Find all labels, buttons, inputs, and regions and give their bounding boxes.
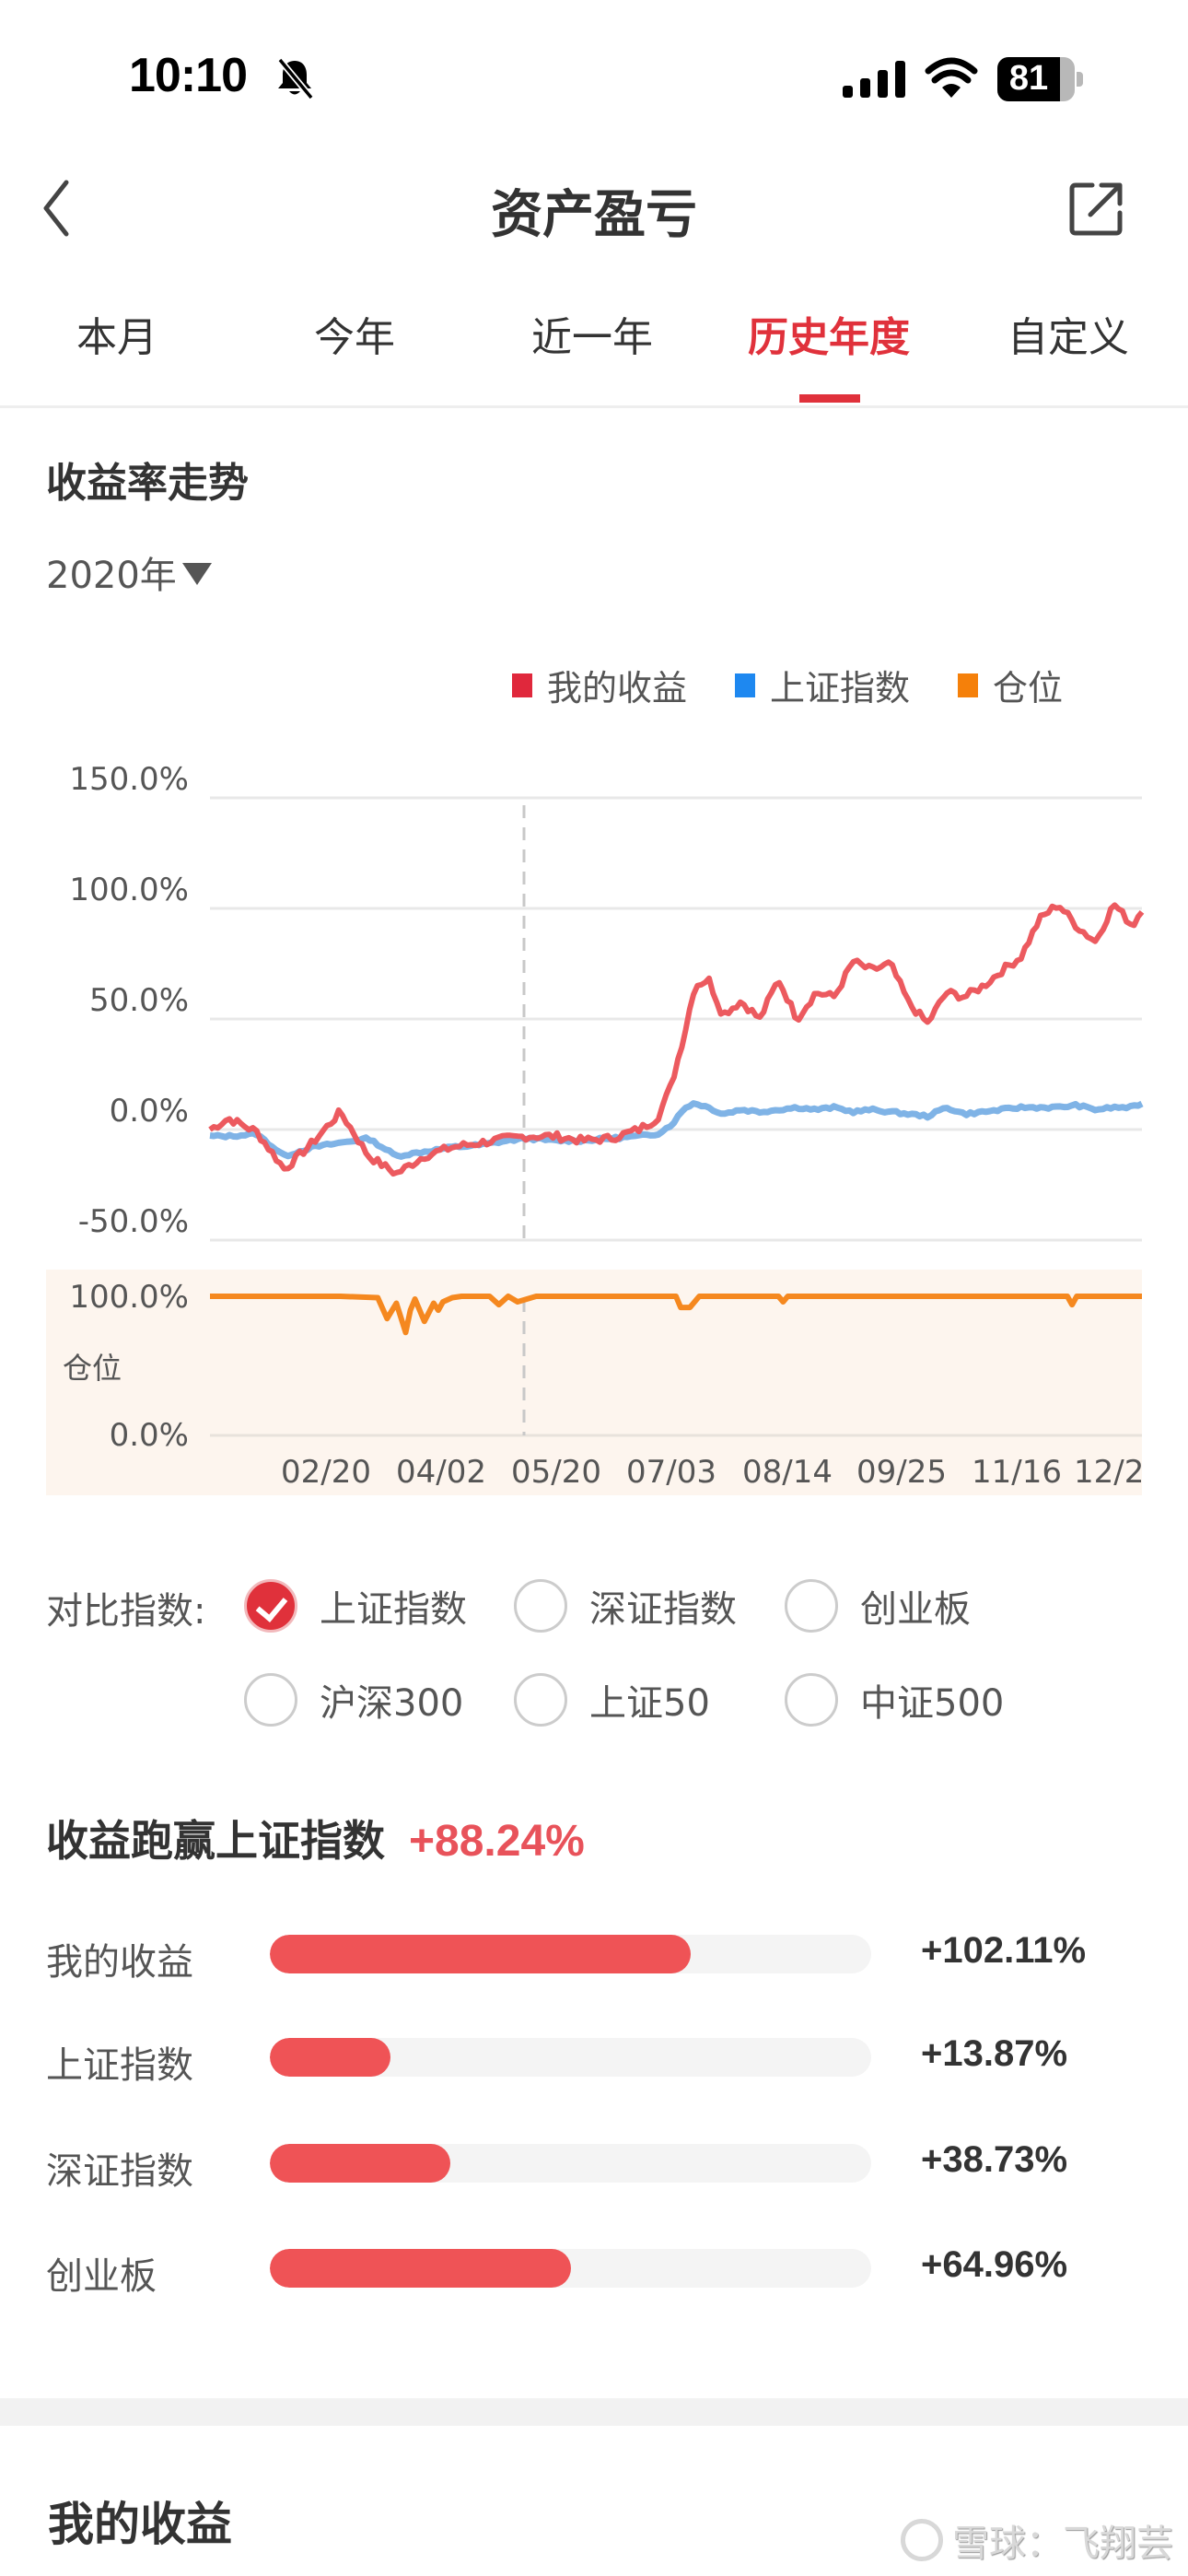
y-tick-0: 0.0% (109, 1093, 189, 1130)
outperform-title: 收益跑赢上证指数 (46, 1816, 385, 1866)
chevron-left-icon[interactable] (37, 175, 83, 240)
year-selector-value: 2020年 (46, 555, 177, 597)
x-tick-label: 07/03 (626, 1454, 716, 1491)
x-tick-label: 09/25 (856, 1454, 947, 1491)
bar-track (270, 2249, 871, 2288)
radio-sse50[interactable]: 上证50 (514, 1673, 710, 1727)
legend-swatch-orange (958, 673, 979, 697)
tab-this-year[interactable]: 今年 (314, 314, 395, 361)
bar-fill (270, 1935, 692, 1973)
legend-my-return: 我的收益 (512, 660, 687, 710)
position-axis-label: 仓位 (63, 1351, 122, 1386)
page-title: 资产盈亏 (491, 185, 697, 245)
watermark: 雪球：飞翔芸 (901, 2513, 1173, 2567)
x-tick-label: 12/2 (1074, 1454, 1142, 1491)
active-tab-indicator (799, 394, 860, 403)
tab-divider (0, 405, 1188, 408)
outperform-header: 收益跑赢上证指数 +88.24% (46, 1808, 585, 1868)
y-tick-150: 150.0% (69, 761, 189, 798)
position-y-tick-100: 100.0% (69, 1279, 189, 1316)
x-tick-label: 11/16 (972, 1454, 1062, 1491)
radio-csi300[interactable]: 沪深300 (244, 1673, 463, 1727)
legend-swatch-red (512, 673, 532, 697)
battery-indicator: 81 (997, 57, 1084, 101)
radio-unchecked-icon (244, 1673, 297, 1727)
radio-unchecked-icon (514, 1579, 567, 1633)
bar-track (270, 2038, 871, 2077)
tab-custom[interactable]: 自定义 (1007, 314, 1129, 361)
share-external-icon[interactable] (1068, 180, 1125, 237)
radio-unchecked-icon (785, 1579, 838, 1633)
radio-checked-icon (244, 1579, 297, 1633)
bar-row-chinext: 创业板 +64.96% (46, 2244, 1068, 2298)
y-tick-neg50: -50.0% (77, 1203, 189, 1240)
status-time: 10:10 (129, 49, 248, 102)
legend-swatch-blue (735, 673, 756, 697)
bell-slash-icon (277, 57, 314, 100)
tab-history-year[interactable]: 历史年度 (748, 314, 910, 361)
caret-down-icon (181, 563, 212, 585)
x-tick-label: 08/14 (742, 1454, 833, 1491)
radio-unchecked-icon (785, 1673, 838, 1727)
section-divider (0, 2398, 1188, 2426)
bar-track (270, 1935, 871, 1973)
radio-sh-index[interactable]: 上证指数 (244, 1579, 467, 1633)
period-tabs: 本月 今年 近一年 历史年度 自定义 (0, 304, 1188, 405)
legend-sh-index: 上证指数 (735, 660, 910, 710)
bar-row-sh-index: 上证指数 +13.87% (46, 2033, 1068, 2087)
bar-track (270, 2144, 871, 2183)
return-trend-chart[interactable] (0, 755, 1188, 1511)
radio-unchecked-icon (514, 1673, 567, 1727)
x-tick-label: 04/02 (396, 1454, 486, 1491)
tab-this-month[interactable]: 本月 (76, 314, 157, 361)
bar-fill (270, 2144, 450, 2183)
radio-chinext[interactable]: 创业板 (785, 1579, 971, 1633)
legend-position: 仓位 (958, 660, 1063, 710)
snowball-logo-icon (901, 2519, 943, 2561)
x-tick-label: 05/20 (511, 1454, 601, 1491)
radio-csi500[interactable]: 中证500 (785, 1673, 1004, 1727)
bar-fill (270, 2038, 390, 2077)
bar-row-sz-index: 深证指数 +38.73% (46, 2139, 1068, 2193)
radio-sz-index[interactable]: 深证指数 (514, 1579, 737, 1633)
outperform-value: +88.24% (409, 1817, 585, 1866)
tab-last-year[interactable]: 近一年 (531, 314, 653, 361)
my-earnings-title: 我的收益 (48, 2498, 232, 2551)
trend-title: 收益率走势 (46, 460, 249, 507)
bar-fill (270, 2249, 571, 2288)
position-y-tick-0: 0.0% (109, 1417, 189, 1454)
y-tick-100: 100.0% (69, 872, 189, 908)
year-selector[interactable]: 2020年 (46, 545, 212, 599)
wifi-icon (925, 57, 978, 98)
compare-index-label: 对比指数: (46, 1590, 206, 1633)
y-tick-50: 50.0% (88, 982, 189, 1019)
battery-percent: 81 (1008, 59, 1049, 98)
bar-row-my-return: 我的收益 +102.11% (46, 1930, 1087, 1984)
chart-legend: 我的收益 上证指数 仓位 (512, 660, 1063, 710)
cellular-signal-icon (843, 61, 905, 98)
x-tick-label: 02/20 (281, 1454, 371, 1491)
